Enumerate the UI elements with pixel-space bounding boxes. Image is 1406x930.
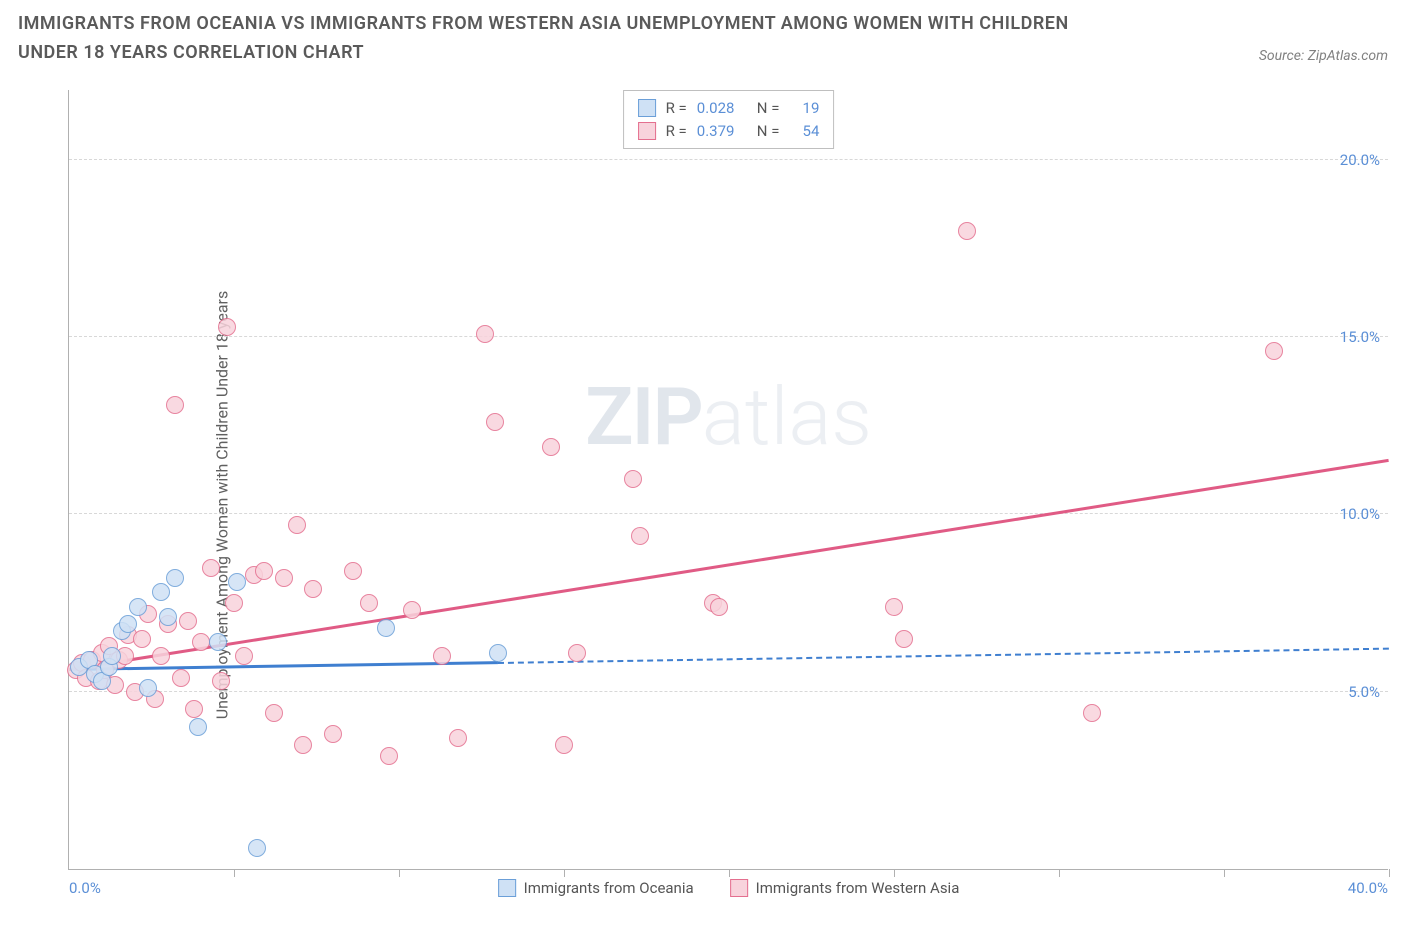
data-point-western_asia <box>449 729 467 747</box>
gridline <box>69 691 1388 692</box>
legend-n-value: 19 <box>789 97 819 120</box>
chart-container: Unemployment Among Women with Children U… <box>18 90 1388 920</box>
x-tick <box>729 869 730 877</box>
data-point-western_asia <box>624 470 642 488</box>
data-point-western_asia <box>710 598 728 616</box>
data-point-western_asia <box>218 318 236 336</box>
legend-swatch-icon <box>498 879 516 897</box>
bottom-legend-item-oceania: Immigrants from Oceania <box>498 879 694 897</box>
data-point-oceania <box>103 647 121 665</box>
data-point-western_asia <box>1265 342 1283 360</box>
x-tick <box>234 869 235 877</box>
data-point-oceania <box>139 679 157 697</box>
data-point-western_asia <box>255 562 273 580</box>
data-point-western_asia <box>555 736 573 754</box>
legend-r-value: 0.379 <box>697 120 747 143</box>
legend-r-label: R = <box>666 120 687 143</box>
data-point-western_asia <box>403 601 421 619</box>
data-point-western_asia <box>185 700 203 718</box>
data-point-western_asia <box>433 647 451 665</box>
x-tick <box>1224 869 1225 877</box>
chart-title: IMMIGRANTS FROM OCEANIA VS IMMIGRANTS FR… <box>18 10 1118 68</box>
data-point-western_asia <box>486 413 504 431</box>
data-point-western_asia <box>179 612 197 630</box>
data-point-oceania <box>489 644 507 662</box>
source-label: Source: ZipAtlas.com <box>1259 48 1388 68</box>
data-point-oceania <box>228 573 246 591</box>
series-name: Immigrants from Oceania <box>524 879 694 897</box>
data-point-western_asia <box>294 736 312 754</box>
x-tick <box>399 869 400 877</box>
legend-n-label: N = <box>757 97 780 120</box>
y-tick-label: 10.0% <box>1340 505 1380 523</box>
y-tick-label: 20.0% <box>1340 151 1380 169</box>
data-point-western_asia <box>235 647 253 665</box>
watermark: ZIPatlas <box>585 370 872 464</box>
data-point-western_asia <box>152 647 170 665</box>
data-point-western_asia <box>166 396 184 414</box>
data-point-oceania <box>159 608 177 626</box>
data-point-western_asia <box>212 672 230 690</box>
data-point-western_asia <box>360 594 378 612</box>
data-point-oceania <box>166 569 184 587</box>
bottom-legend: Immigrants from Oceania Immigrants from W… <box>498 879 960 897</box>
bottom-legend-item-western_asia: Immigrants from Western Asia <box>730 879 960 897</box>
y-tick-label: 15.0% <box>1340 328 1380 346</box>
data-point-western_asia <box>380 747 398 765</box>
x-axis-max-label: 40.0% <box>1348 879 1388 897</box>
gridline <box>69 336 1388 337</box>
x-tick <box>1389 869 1390 877</box>
data-point-western_asia <box>324 725 342 743</box>
data-point-western_asia <box>542 438 560 456</box>
x-tick <box>1059 869 1060 877</box>
data-point-western_asia <box>133 630 151 648</box>
legend-row-oceania: R = 0.028 N = 19 <box>638 97 820 120</box>
data-point-western_asia <box>172 669 190 687</box>
y-tick-label: 5.0% <box>1348 683 1380 701</box>
data-point-oceania <box>129 598 147 616</box>
data-point-oceania <box>189 718 207 736</box>
data-point-western_asia <box>895 630 913 648</box>
data-point-western_asia <box>288 516 306 534</box>
data-point-western_asia <box>631 527 649 545</box>
data-point-western_asia <box>225 594 243 612</box>
legend-r-value: 0.028 <box>697 97 747 120</box>
data-point-oceania <box>248 839 266 857</box>
data-point-western_asia <box>304 580 322 598</box>
legend-swatch-icon <box>638 99 656 117</box>
data-point-oceania <box>119 615 137 633</box>
data-point-western_asia <box>958 222 976 240</box>
data-point-oceania <box>152 583 170 601</box>
legend-n-label: N = <box>757 120 780 143</box>
x-axis-min-label: 0.0% <box>69 879 101 897</box>
legend-row-western_asia: R = 0.379 N = 54 <box>638 120 820 143</box>
data-point-western_asia <box>192 633 210 651</box>
trend-line-oceania-dashed <box>498 647 1389 663</box>
trend-line-oceania <box>69 661 498 670</box>
data-point-western_asia <box>202 559 220 577</box>
legend-box: R = 0.028 N = 19 R = 0.379 N = 54 <box>623 90 835 149</box>
data-point-oceania <box>209 633 227 651</box>
legend-r-label: R = <box>666 97 687 120</box>
data-point-western_asia <box>265 704 283 722</box>
plot-area: ZIPatlas R =0.028N =19R =0.379N =54 0.0%… <box>68 90 1388 870</box>
legend-n-value: 54 <box>789 120 819 143</box>
legend-swatch-icon <box>730 879 748 897</box>
data-point-western_asia <box>344 562 362 580</box>
legend-swatch-icon <box>638 122 656 140</box>
data-point-western_asia <box>1083 704 1101 722</box>
data-point-western_asia <box>568 644 586 662</box>
data-point-western_asia <box>885 598 903 616</box>
series-name: Immigrants from Western Asia <box>756 879 960 897</box>
gridline <box>69 513 1388 514</box>
data-point-western_asia <box>476 325 494 343</box>
data-point-oceania <box>377 619 395 637</box>
gridline <box>69 159 1388 160</box>
data-point-western_asia <box>275 569 293 587</box>
x-tick <box>894 869 895 877</box>
x-tick <box>564 869 565 877</box>
